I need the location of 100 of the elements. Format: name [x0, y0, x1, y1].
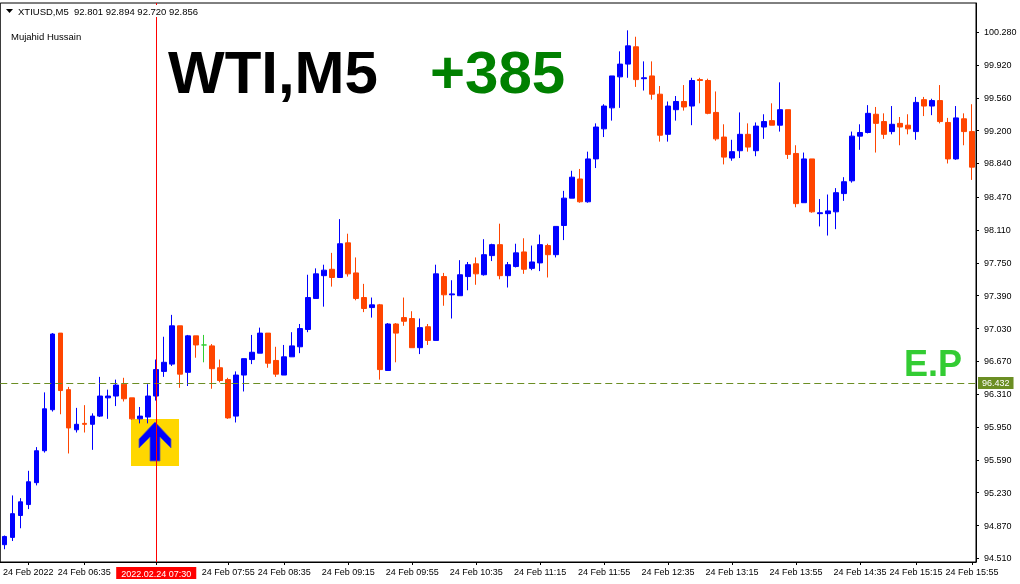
candlestick [449, 279, 455, 320]
candlestick [913, 96, 919, 141]
annotation: Mujahid Hussain [11, 30, 82, 42]
candlestick [97, 376, 103, 418]
candlestick [66, 386, 71, 454]
candlestick [705, 78, 711, 115]
y-tick-label: 96.310 [984, 389, 1012, 400]
y-tick-label: 97.390 [984, 290, 1012, 301]
y-tick-label: 95.230 [984, 487, 1012, 498]
candlestick [929, 98, 935, 116]
candlestick [193, 335, 199, 359]
candlestick [545, 243, 551, 278]
candlestick [553, 225, 559, 258]
candlestick [809, 158, 815, 214]
candlestick [849, 131, 855, 184]
candlestick [113, 379, 119, 407]
candlestick [641, 60, 647, 92]
candlestick [945, 117, 951, 164]
candlestick [561, 190, 567, 241]
candlestick [497, 223, 503, 280]
candlestick [761, 113, 767, 140]
candlestick [353, 256, 359, 301]
candlestick [321, 264, 327, 308]
annotation: XTIUSD,M5 92.801 92.894 92.720 92.856 [18, 5, 199, 17]
candlestick [337, 218, 343, 278]
candlestick [465, 261, 471, 291]
candlestick [10, 494, 15, 542]
candlestick [737, 111, 743, 159]
candlestick [417, 318, 423, 355]
candlestick [2, 535, 7, 550]
candlestick [257, 327, 263, 354]
candlestick [481, 238, 487, 277]
candlestick [857, 123, 863, 151]
candlestick [521, 237, 527, 275]
candlestick [209, 343, 215, 390]
candlestick [26, 470, 31, 510]
candlestick [169, 314, 175, 367]
candlestick [753, 121, 759, 157]
candlestick [865, 104, 871, 134]
candlestick [233, 370, 239, 423]
candlestick [305, 274, 311, 333]
x-tick-label: 24 Feb 09:15 [321, 566, 375, 577]
candlestick [489, 243, 495, 262]
candlestick [313, 267, 319, 299]
y-tick-label: 98.840 [984, 158, 1012, 169]
candlestick [585, 151, 591, 204]
x-tick-label: 24 Feb 11:15 [513, 566, 567, 577]
y-tick-label: 97.030 [984, 323, 1012, 334]
candlestick [369, 297, 375, 319]
candlestick [217, 359, 223, 383]
x-tick-label: 24 Feb 06:35 [57, 566, 111, 577]
candlestick [889, 105, 895, 135]
text: +385 [430, 38, 566, 106]
candlestick [289, 331, 295, 358]
x-tick-label: 24 Feb 15:55 [945, 566, 999, 577]
candlestick [505, 261, 511, 289]
candlestick [801, 152, 807, 204]
candlestick [625, 29, 631, 79]
candlestick [833, 187, 839, 230]
candlestick [241, 358, 247, 392]
candlestick [601, 103, 607, 138]
x-tick-label: 24 Feb 08:35 [257, 566, 311, 577]
candlestick [74, 407, 79, 434]
x-tick-label: 24 Feb 15:15 [889, 566, 943, 577]
candlestick [145, 383, 151, 424]
y-tick-label: 99.200 [984, 125, 1012, 136]
candlestick [329, 252, 335, 288]
x-tick-label: 24 Feb 12:35 [641, 566, 695, 577]
candlestick [345, 233, 351, 278]
candlestick [841, 176, 847, 202]
candlestick [577, 168, 583, 204]
candlestick [961, 112, 967, 146]
x-tick-label: 24 Feb 13:15 [705, 566, 759, 577]
y-tick-label: 94.510 [984, 553, 1012, 564]
candlestick [529, 245, 535, 271]
candlestick [385, 322, 391, 371]
candlestick [50, 332, 55, 413]
candlestick [42, 391, 47, 454]
candlestick [681, 84, 687, 112]
candlestick [881, 112, 887, 140]
x-tick-label: 24 Feb 10:35 [449, 566, 503, 577]
x-tick-label: 24 Feb 2022 [3, 566, 54, 577]
y-tick-label: 100.280 [984, 27, 1017, 38]
candlestick [905, 113, 911, 135]
candlestick [457, 259, 463, 297]
candlestick [609, 75, 615, 122]
x-tick-label: 24 Feb 07:55 [201, 566, 255, 577]
candlestick [697, 77, 703, 104]
y-tick-label: 98.470 [984, 192, 1012, 203]
candlestick [433, 264, 439, 341]
candlestick [409, 310, 415, 349]
candlestick [201, 334, 207, 363]
candlestick [18, 497, 23, 529]
candlestick [953, 105, 959, 161]
candlestick [657, 85, 663, 143]
y-tick-label: 99.560 [984, 92, 1012, 103]
candlestick [90, 412, 95, 451]
candlestick [185, 334, 191, 387]
y-tick-label: 95.590 [984, 454, 1012, 465]
candlestick [161, 336, 167, 378]
